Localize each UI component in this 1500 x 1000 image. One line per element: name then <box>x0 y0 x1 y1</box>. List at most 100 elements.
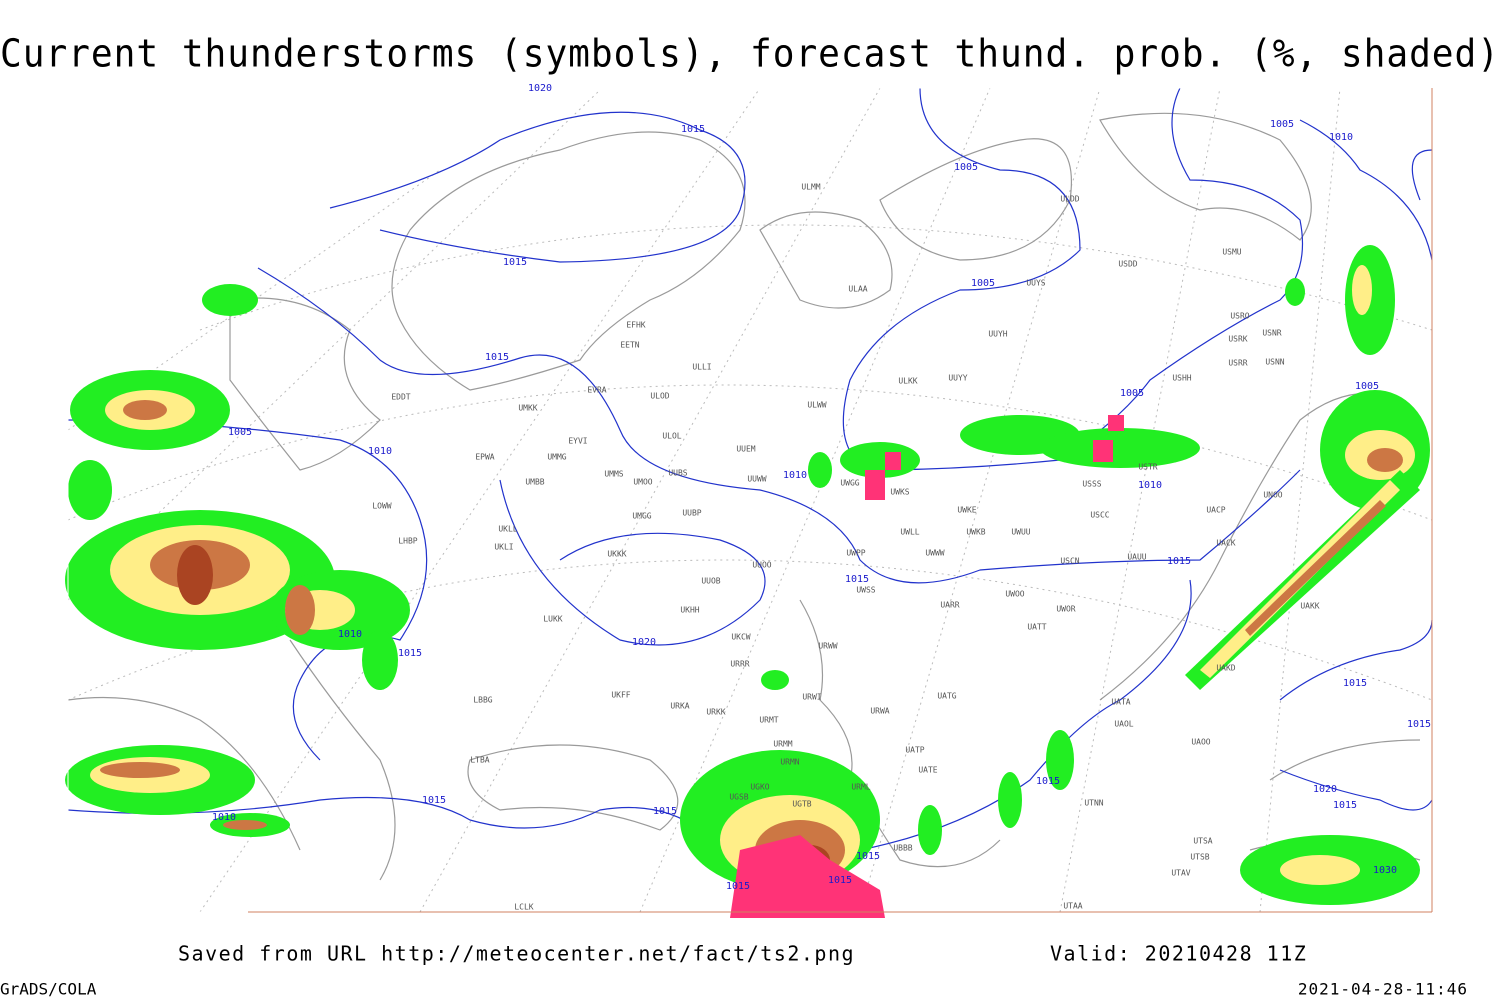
station-label: UMMG <box>547 453 566 462</box>
station-label: USNR <box>1262 329 1281 338</box>
isobars <box>67 87 1433 854</box>
station-label: UWKS <box>890 488 909 497</box>
station-label: UAOL <box>1114 720 1133 729</box>
timestamp: 2021-04-28-11:46 <box>1298 980 1468 999</box>
station-label: UMMS <box>604 470 623 479</box>
station-label: UTSA <box>1193 837 1212 846</box>
station-label: UARR <box>940 601 959 610</box>
station-label: UAKK <box>1300 602 1319 611</box>
station-label: UTSB <box>1190 853 1209 862</box>
station-label: URWI <box>802 693 821 702</box>
station-label: UUWW <box>747 475 766 484</box>
isobar-label: 1010 <box>783 470 807 481</box>
station-label: ULWW <box>807 401 826 410</box>
station-label: EFHK <box>626 321 645 330</box>
station-label: UWSS <box>856 586 875 595</box>
isobar-label: 1015 <box>1407 719 1431 730</box>
isobar-label: 1020 <box>528 83 552 94</box>
station-label: UAKD <box>1216 664 1235 673</box>
isobar-label: 1010 <box>368 446 392 457</box>
station-label: UMGG <box>632 512 651 521</box>
station-label: URML <box>851 783 870 792</box>
isobar-label: 1015 <box>653 806 677 817</box>
isobar-label: 1015 <box>485 352 509 363</box>
isobar-label: 1010 <box>338 629 362 640</box>
station-label: UATT <box>1027 623 1046 632</box>
station-label: USHH <box>1172 374 1191 383</box>
station-label: UATP <box>905 746 924 755</box>
station-label: UUEM <box>736 445 755 454</box>
station-label: UGKO <box>750 783 769 792</box>
isobar-label: 1005 <box>954 162 978 173</box>
station-label: UWUU <box>1011 528 1030 537</box>
station-label: LCLK <box>514 903 533 912</box>
isobar-label: 1015 <box>1333 800 1357 811</box>
station-label: USCN <box>1060 557 1079 566</box>
station-label: ULDD <box>1060 195 1079 204</box>
station-label: LBBG <box>473 696 492 705</box>
thunderstorm-symbols <box>730 415 1124 918</box>
station-label: UWKB <box>966 528 985 537</box>
station-label: UUBP <box>682 509 701 518</box>
station-label: UKCW <box>731 633 750 642</box>
station-label: EPWA <box>475 453 494 462</box>
station-label: USRR <box>1228 359 1247 368</box>
isobar-label: 1005 <box>228 427 252 438</box>
station-label: URMT <box>759 716 778 725</box>
station-label: LHBP <box>398 537 417 546</box>
station-label: URRR <box>730 660 749 669</box>
station-label: URKA <box>670 702 689 711</box>
station-label: URWA <box>870 707 889 716</box>
labels: ULMM ULDD USDD USMU ULAA UUYS UUYH USRO USRK USNR… <box>212 83 1431 912</box>
station-label: ULLI <box>692 363 711 372</box>
station-label: EDDT <box>391 393 410 402</box>
station-label: USRK <box>1228 335 1247 344</box>
station-label: ULOL <box>662 432 681 441</box>
station-label: UMOO <box>633 478 652 487</box>
station-label: UKFF <box>611 691 630 700</box>
station-label: UGTB <box>792 800 811 809</box>
isobar-label: 1015 <box>422 795 446 806</box>
station-label: UMBB <box>525 478 544 487</box>
isobar-label: 1010 <box>1329 132 1353 143</box>
station-label: UAUU <box>1127 553 1146 562</box>
station-label: UKLL <box>498 525 517 534</box>
isobar-label: 1020 <box>632 637 656 648</box>
station-label: UGSB <box>729 793 748 802</box>
station-label: UKHH <box>680 606 699 615</box>
station-label: LOWW <box>372 502 391 511</box>
station-label: UKKK <box>607 550 626 559</box>
valid-time: Valid: 20210428 11Z <box>1050 942 1307 966</box>
isobar-label: 1005 <box>1120 388 1144 399</box>
station-label: UACP <box>1206 506 1225 515</box>
station-label: UWLL <box>900 528 919 537</box>
station-label: UKLI <box>494 543 513 552</box>
station-label: UUOO <box>752 561 771 570</box>
station-label: UTAA <box>1063 902 1082 911</box>
isobar-label: 1020 <box>1313 784 1337 795</box>
station-label: UUYY <box>948 374 967 383</box>
isobar-label: 1015 <box>398 648 422 659</box>
thunderstorm-probability-shading <box>65 245 1430 905</box>
station-label: EVRA <box>587 386 606 395</box>
station-label: URMM <box>773 740 792 749</box>
isobar-label: 1015 <box>828 875 852 886</box>
station-label: UTAV <box>1171 869 1190 878</box>
isobar-label: 1015 <box>1036 776 1060 787</box>
station-label: UMKK <box>518 404 537 413</box>
station-label: UUYH <box>988 330 1007 339</box>
station-label: UWKE <box>957 506 976 515</box>
software: GrADS/COLA <box>0 980 97 999</box>
isobar-label: 1015 <box>726 881 750 892</box>
station-label: USDD <box>1118 260 1137 269</box>
station-label: UBBB <box>893 844 912 853</box>
station-label: UUBS <box>668 469 687 478</box>
station-label: USMU <box>1222 248 1241 257</box>
graticule <box>67 87 1433 913</box>
station-label: ULMM <box>801 183 820 192</box>
station-label: UNOO <box>1263 491 1282 500</box>
station-label: LTBA <box>470 756 489 765</box>
station-label: URKK <box>706 708 725 717</box>
station-label: UWGG <box>840 479 859 488</box>
